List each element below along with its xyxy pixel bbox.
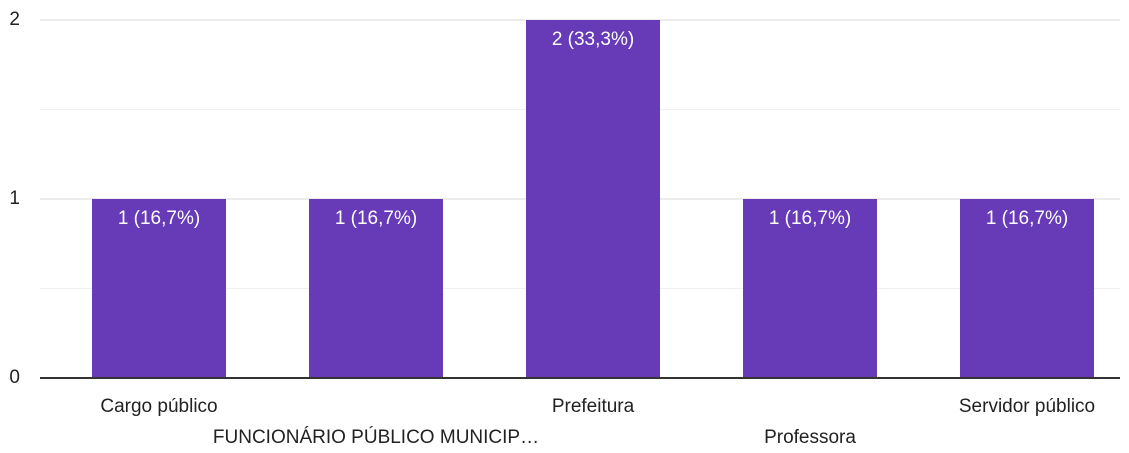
y-tick-label: 0 (9, 367, 20, 388)
x-tick-label: Professora (764, 427, 856, 448)
y-tick-label: 1 (9, 188, 20, 209)
value-label: 1 (16,7%) (335, 208, 417, 229)
bar (526, 20, 660, 378)
x-tick-label: Cargo público (100, 396, 217, 417)
bar (92, 199, 226, 378)
value-label: 1 (16,7%) (769, 208, 851, 229)
value-label: 1 (16,7%) (986, 208, 1068, 229)
x-tick-label: FUNCIONÁRIO PÚBLICO MUNICIP… (213, 426, 539, 448)
bar (960, 199, 1094, 378)
x-tick-label: Servidor público (959, 396, 1095, 417)
value-label: 1 (16,7%) (118, 208, 200, 229)
y-tick-label: 2 (9, 9, 20, 30)
bar (743, 199, 877, 378)
bar (309, 199, 443, 378)
value-label: 2 (33,3%) (552, 29, 634, 50)
x-tick-label: Prefeitura (552, 396, 635, 417)
